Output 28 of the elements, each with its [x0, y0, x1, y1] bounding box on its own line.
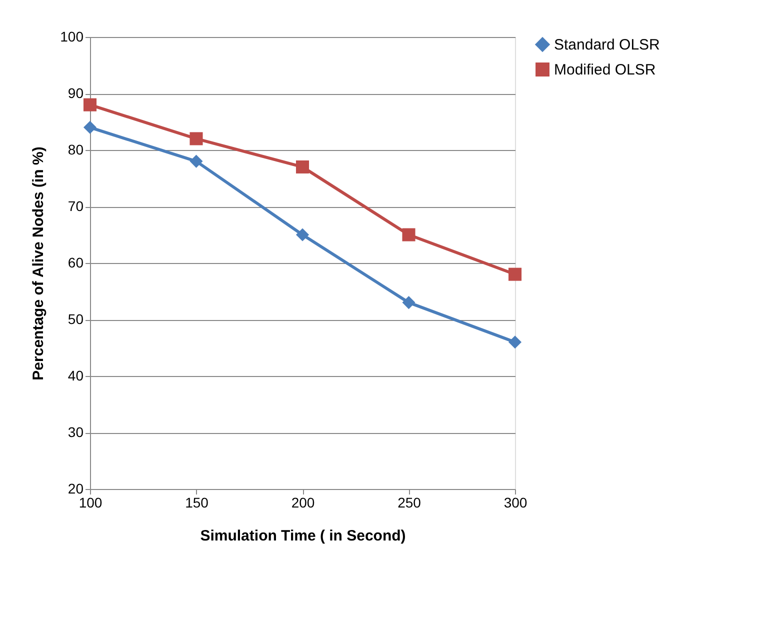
y-tick-label: 60: [68, 254, 84, 270]
legend-label: Modified OLSR: [554, 62, 656, 78]
x-tick-label: 200: [291, 494, 315, 510]
y-tick-label: 20: [68, 480, 84, 496]
point: [83, 98, 97, 112]
point: [508, 268, 522, 281]
y-tick-label: 70: [68, 198, 84, 214]
point: [296, 228, 310, 242]
y-tick-label: 50: [68, 311, 84, 327]
point: [508, 336, 522, 349]
x-tick-label: 150: [185, 494, 209, 510]
x-tick-label: 300: [504, 494, 528, 510]
point: [296, 160, 310, 174]
y-tick-label: 90: [68, 85, 84, 101]
y-tick-label: 100: [60, 28, 84, 44]
point: [402, 228, 416, 242]
y-axis-title: Percentage of Alive Nodes (in %): [30, 146, 48, 380]
x-axis-title: Simulation Time ( in Second): [200, 528, 406, 544]
x-tick-label: 100: [78, 494, 102, 510]
y-tick-label: 40: [68, 368, 84, 384]
point: [83, 120, 97, 134]
y-tick-label: 80: [68, 142, 84, 158]
y-tick-label: 30: [68, 424, 84, 440]
point: [190, 132, 203, 146]
x-tick-label: 250: [398, 494, 422, 510]
point: [402, 296, 416, 310]
point: [190, 154, 203, 168]
legend-label: Standard OLSR: [554, 36, 660, 54]
